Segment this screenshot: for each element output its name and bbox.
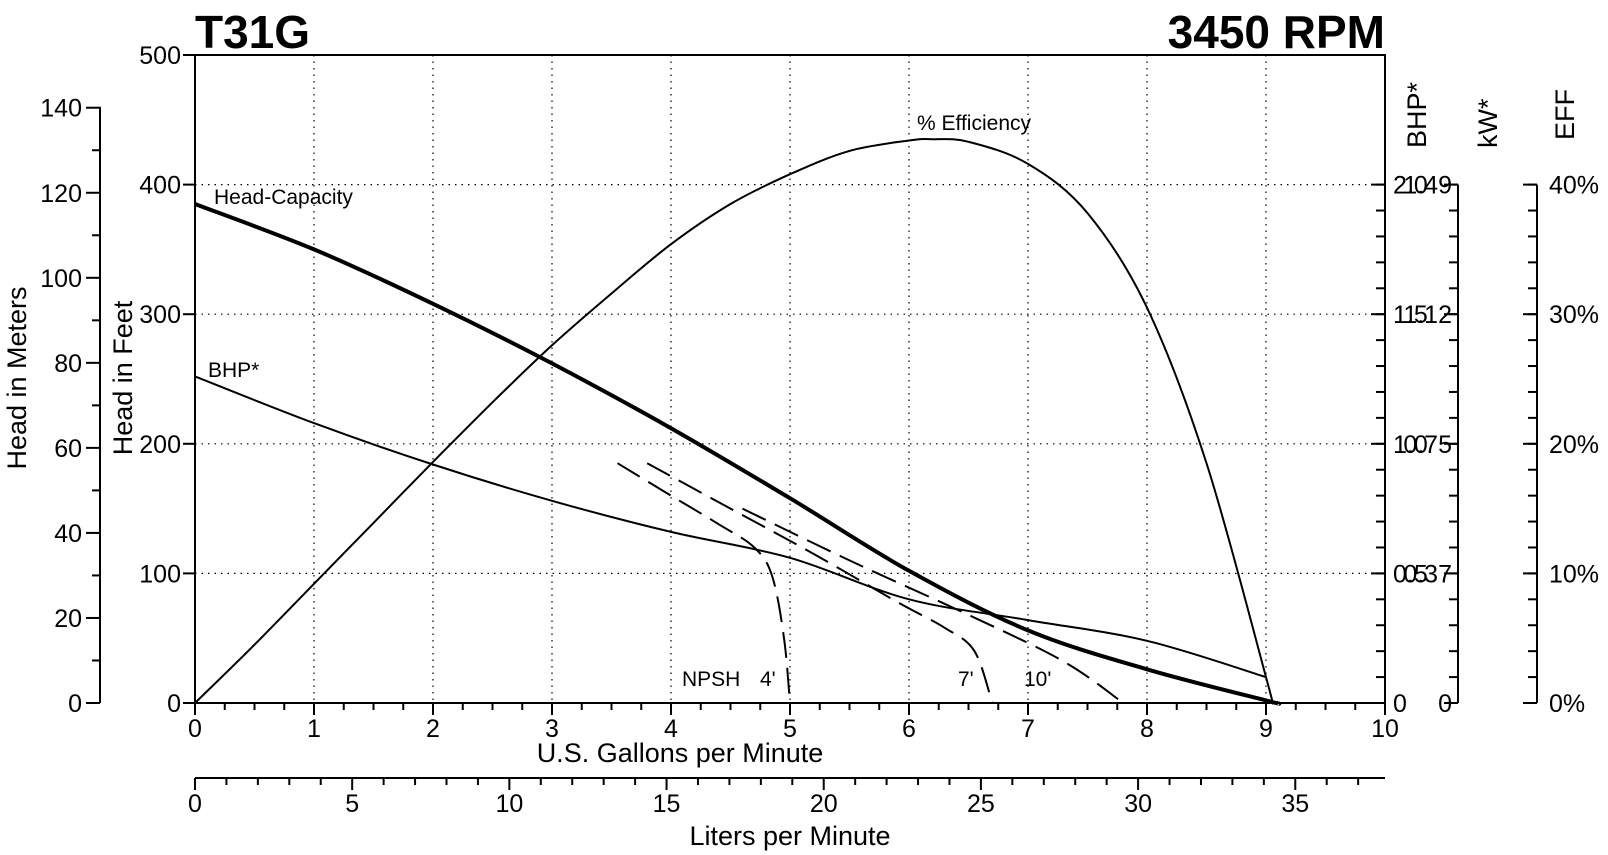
- eff-tick-label: 40%: [1549, 172, 1599, 200]
- gpm-tick-label: 5: [783, 715, 797, 743]
- gpm-tick-label: 2: [426, 715, 440, 743]
- y-axis-title-kw: kW*: [1473, 98, 1503, 148]
- bhp-tick-label: 2.0: [1393, 172, 1428, 200]
- npsh-10-label: 10': [1024, 668, 1051, 691]
- eff-axis: 0% 10% 20% 30% 40%: [1523, 172, 1599, 718]
- efficiency-label: % Efficiency: [917, 112, 1031, 135]
- kw-tick-label: 0.75: [1403, 431, 1452, 459]
- head-capacity-label: Head-Capacity: [214, 186, 353, 209]
- eff-tick-label: 0%: [1549, 690, 1585, 718]
- npsh-7-label: 7': [958, 668, 974, 691]
- meters-tick-label: 80: [54, 350, 82, 378]
- x-axis-title-gpm: U.S. Gallons per Minute: [537, 738, 824, 768]
- gpm-tick-label: 6: [902, 715, 916, 743]
- npsh-curve-1: [646, 462, 994, 704]
- bhp-tick-label: 0: [1393, 690, 1407, 718]
- chart-title-rpm: 3450 RPM: [1168, 6, 1385, 58]
- kw-axis: 0 0.37 0.75 1.12 1.49: [1403, 172, 1459, 718]
- y-axis-title-feet: Head in Feet: [108, 300, 138, 455]
- gpm-tick-label: 10: [1371, 715, 1399, 743]
- lpm-tick-label: 35: [1281, 790, 1309, 818]
- eff-tick-label: 10%: [1549, 560, 1599, 588]
- lpm-tick-label: 10: [495, 790, 523, 818]
- feet-tick-label: 500: [139, 42, 181, 70]
- series-1-curve: [194, 138, 1274, 705]
- lpm-axis: 0 5 10 15 20 25 30 35: [188, 777, 1385, 818]
- lpm-tick-label: 15: [653, 790, 681, 818]
- feet-tick-label: 100: [139, 560, 181, 588]
- lpm-tick-label: 30: [1124, 790, 1152, 818]
- kw-tick-label: 0.37: [1403, 560, 1452, 588]
- chart-title-model: T31G: [195, 6, 310, 58]
- meters-tick-label: 120: [40, 180, 82, 208]
- meters-tick-label: 0: [68, 690, 82, 718]
- bhp-axis: 0 0.5 1.0 1.5 2.0: [1371, 172, 1428, 718]
- gpm-tick-label: 7: [1021, 715, 1035, 743]
- y-axis-title-bhp: BHP*: [1402, 81, 1432, 148]
- feet-tick-label: 200: [139, 431, 181, 459]
- lpm-tick-label: 25: [967, 790, 995, 818]
- gpm-tick-label: 3: [545, 715, 559, 743]
- lpm-tick-label: 20: [810, 790, 838, 818]
- meters-tick-label: 60: [54, 435, 82, 463]
- npsh-curve-2: [741, 507, 1124, 704]
- curves: [194, 138, 1282, 706]
- lpm-tick-label: 5: [345, 790, 359, 818]
- npsh-4-label: 4': [760, 668, 776, 691]
- eff-tick-label: 20%: [1549, 431, 1599, 459]
- gridlines: [195, 55, 1385, 703]
- kw-tick-label: 1.49: [1403, 172, 1452, 200]
- y-axis-title-meters: Head in Meters: [2, 286, 32, 469]
- y-axis-title-eff: EFF: [1550, 89, 1580, 140]
- eff-tick-label: 30%: [1549, 301, 1599, 329]
- gpm-tick-label: 9: [1259, 715, 1273, 743]
- kw-tick-label: 0: [1438, 690, 1452, 718]
- feet-tick-label: 300: [139, 301, 181, 329]
- meters-tick-label: 20: [54, 605, 82, 633]
- bhp-tick-label: 1.0: [1393, 431, 1428, 459]
- plot-frame: [194, 54, 1386, 704]
- gpm-tick-label: 8: [1140, 715, 1154, 743]
- series-2-curve: [194, 375, 1267, 679]
- head-feet-axis: 0 100 200 300 400 500: [139, 42, 195, 718]
- lpm-tick-label: 0: [188, 790, 202, 818]
- npsh-curve-0: [616, 462, 791, 704]
- gpm-axis: 0 1 2 3 4 5 6 7 8 9 10: [188, 703, 1399, 743]
- npsh-label: NPSH: [682, 668, 740, 691]
- bhp-curve-label: BHP*: [208, 359, 259, 382]
- head-meters-axis: 0 20 40 60 80 100 120 140: [40, 95, 101, 718]
- meters-tick-label: 100: [40, 265, 82, 293]
- meters-tick-label: 140: [40, 95, 82, 123]
- meters-tick-label: 40: [54, 520, 82, 548]
- bhp-tick-label: 1.5: [1393, 301, 1428, 329]
- feet-tick-label: 400: [139, 172, 181, 200]
- feet-tick-label: 0: [167, 690, 181, 718]
- bhp-tick-label: 0.5: [1393, 560, 1428, 588]
- kw-tick-label: 1.12: [1403, 301, 1452, 329]
- gpm-tick-label: 4: [664, 715, 678, 743]
- gpm-tick-label: 1: [307, 715, 321, 743]
- series-0-curve: [194, 202, 1282, 706]
- gpm-tick-label: 0: [188, 715, 202, 743]
- x-axis-title-lpm: Liters per Minute: [689, 821, 890, 851]
